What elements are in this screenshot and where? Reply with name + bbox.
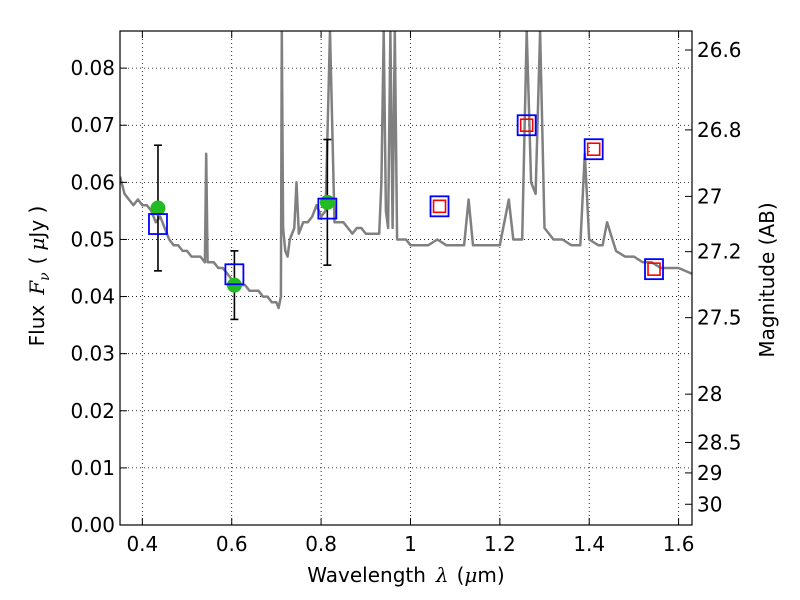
x-tick-label: 1.2: [484, 532, 516, 556]
model-square: [644, 258, 664, 281]
x-tick-label: 0.4: [126, 532, 158, 556]
grid: [120, 31, 692, 526]
axes-frame: [119, 30, 693, 526]
y2-tick-label: 28: [697, 382, 722, 406]
predicted-square: [432, 199, 447, 214]
y2-tick-label: 28.5: [697, 430, 742, 454]
x-tick-label: 0.6: [216, 532, 248, 556]
y-tick-label: 0.05: [70, 227, 115, 251]
y2-tick-label: 27.5: [697, 306, 742, 330]
x-tick-label: 0.8: [305, 532, 337, 556]
x-tick-label: 1.6: [663, 532, 695, 556]
y2-axis-label: Magnitude (AB): [755, 202, 779, 357]
y2-tick-label: 29: [697, 461, 722, 485]
x-tick-label: 1.4: [573, 532, 605, 556]
ticks: 0.4 0.6 0.8 1 1.2 1.4 1.6 0.00 0.01 0.02 0.03 0.04 0…: [70, 31, 742, 556]
model-square: [429, 195, 450, 218]
x-tick-label: 1: [404, 532, 417, 556]
y-tick-label: 0.01: [70, 456, 115, 480]
y-tick-label: 0.07: [70, 113, 115, 137]
model-square: [317, 197, 338, 220]
y-tick-label: 0.02: [70, 399, 115, 423]
y-axis-label: FluxFν(μJy ): [25, 206, 53, 347]
model-square: [224, 263, 245, 286]
observed-point: [319, 194, 335, 210]
y-tick-label: 0.00: [70, 513, 115, 537]
observed-point: [150, 200, 166, 216]
y2-tick-label: 26.6: [697, 38, 742, 62]
y-tick-label: 0.08: [70, 56, 115, 80]
predicted-square: [586, 142, 601, 157]
spectrum-line: [120, 31, 692, 310]
plot-area: [120, 31, 692, 321]
y-tick-label: 0.03: [70, 342, 115, 366]
predicted-square: [519, 118, 534, 133]
x-axis-label: Wavelength λ (μm): [307, 563, 504, 587]
y2-tick-label: 27: [697, 184, 722, 208]
y-tick-label: 0.06: [70, 170, 115, 194]
model-square: [148, 213, 168, 235]
predicted-square: [647, 262, 661, 276]
y2-tick-label: 26.8: [697, 118, 742, 142]
y2-tick-label: 30: [697, 492, 722, 516]
model-square: [583, 138, 604, 161]
y2-tick-label: 27.2: [697, 240, 742, 264]
model-square: [516, 114, 537, 137]
y-tick-label: 0.04: [70, 285, 115, 309]
